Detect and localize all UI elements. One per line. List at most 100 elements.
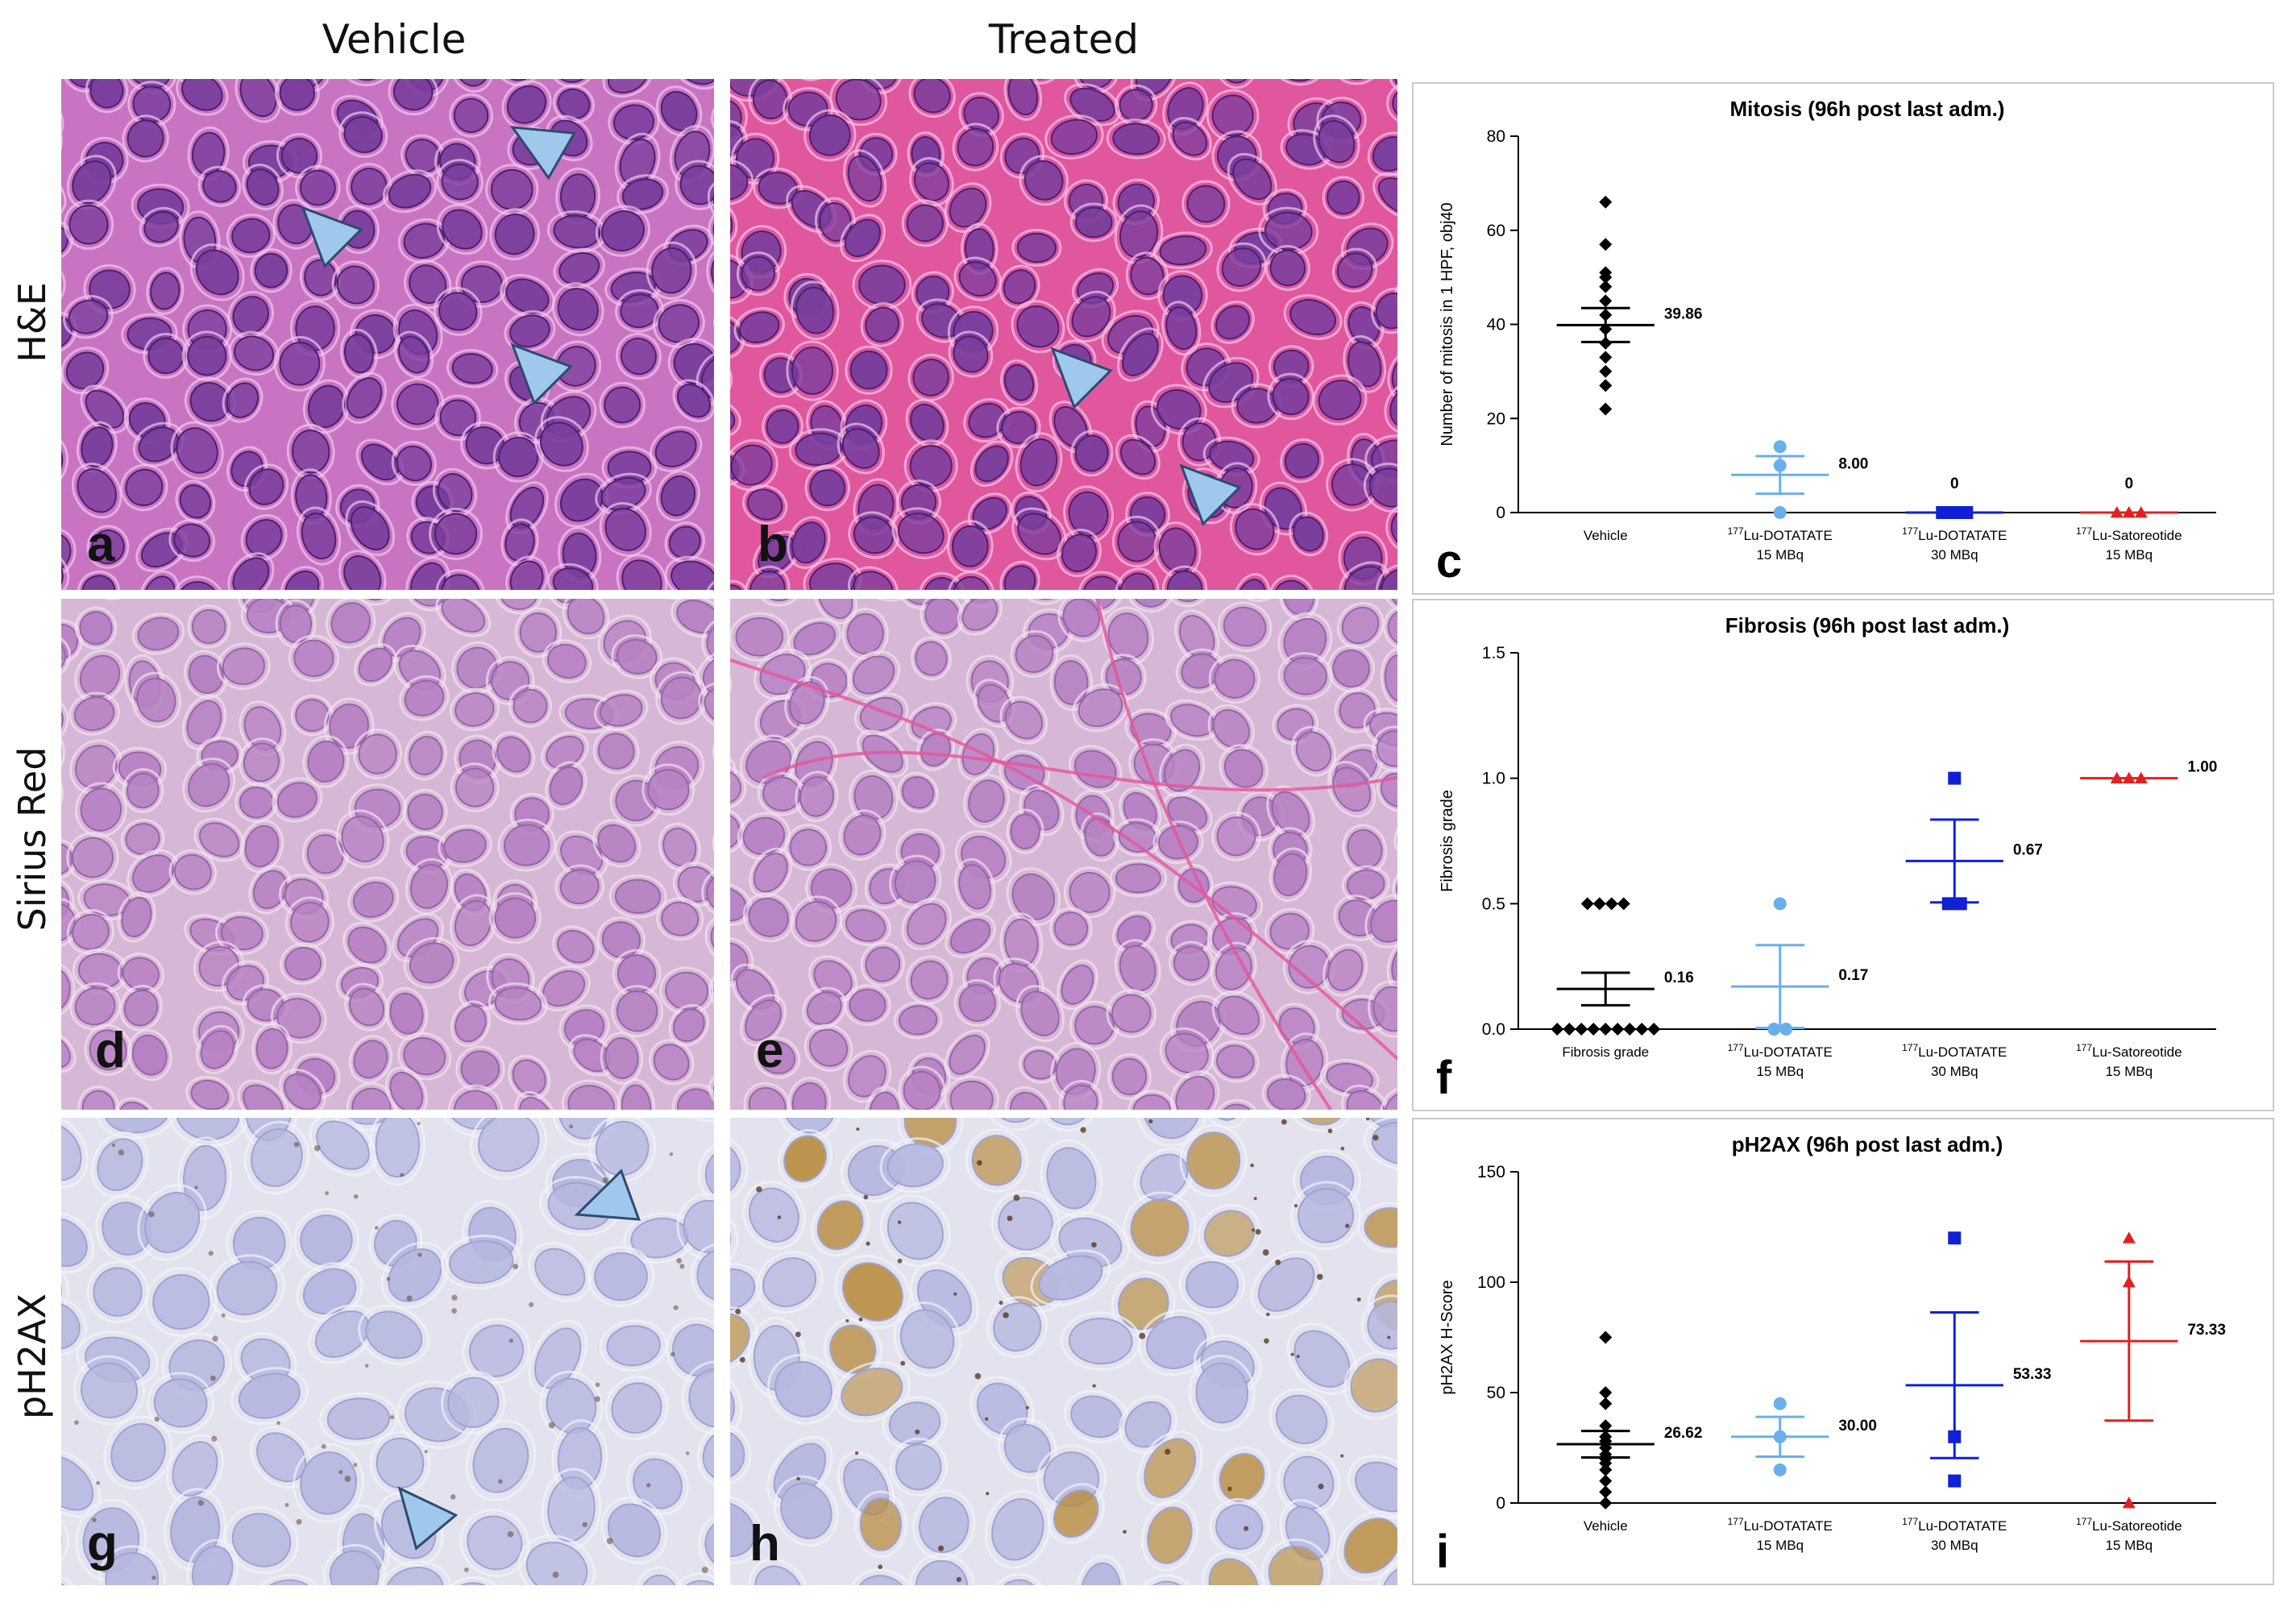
mean-value-label: 0.67 <box>2013 841 2043 858</box>
micrograph-he-treated <box>730 79 1397 590</box>
x-tick-label: Vehicle <box>1584 1518 1628 1534</box>
y-axis-label: Fibrosis grade <box>1439 790 1456 892</box>
row-header-ph2ax: pH2AX <box>10 1293 54 1420</box>
series-group: 39.86 <box>1556 195 1703 416</box>
mean-value-label: 53.33 <box>2013 1366 2052 1383</box>
data-point <box>1599 1397 1613 1410</box>
panel-letter-d: d <box>95 1023 126 1078</box>
x-tick-label-line2: 15 MBq <box>2105 547 2153 563</box>
arrowhead-marker <box>574 1169 641 1221</box>
mean-value-label: 0 <box>2124 475 2133 492</box>
data-point <box>1580 897 1594 911</box>
x-tick-label-line2: 30 MBq <box>1931 1064 1978 1079</box>
series-group: 8.00 <box>1731 440 1868 519</box>
series-group: 0 <box>1905 475 2003 519</box>
x-tick-label: 177Lu-Satoreotide <box>2076 1516 2182 1534</box>
x-tick-label-line2: 30 MBq <box>1931 1538 1978 1553</box>
mean-value-label: 0.17 <box>1838 967 1868 984</box>
series-group: 0.17 <box>1731 897 1868 1036</box>
mean-value-label: 0 <box>1950 475 1959 492</box>
x-tick-label: 177Lu-DOTATATE <box>1728 525 1833 543</box>
series-group: 73.33 <box>2080 1231 2226 1509</box>
x-tick-label-line2: 15 MBq <box>2105 1538 2153 1553</box>
data-point <box>1773 897 1787 911</box>
x-tick-label: 177Lu-DOTATATE <box>1902 1516 2007 1534</box>
data-point <box>2122 1497 2136 1509</box>
micrograph-sirius-vehicle <box>61 599 714 1110</box>
y-tick-label: 0 <box>1496 504 1505 522</box>
data-point <box>1599 238 1613 251</box>
data-point <box>1779 1023 1793 1036</box>
data-point <box>1647 1023 1661 1036</box>
data-point <box>1599 364 1613 378</box>
y-tick-label: 40 <box>1487 316 1505 334</box>
micrograph-he-vehicle <box>61 79 714 590</box>
x-tick-label-line2: 30 MBq <box>1931 547 1978 563</box>
data-point <box>1953 897 1967 911</box>
data-point <box>1599 1474 1613 1488</box>
row-header-he: H&E <box>10 282 54 363</box>
y-tick-label: 150 <box>1477 1163 1505 1181</box>
x-tick-label-line2: 15 MBq <box>2105 1064 2153 1079</box>
chart-fibrosis: Fibrosis (96h post last adm.) Fibrosis gr… <box>1412 599 2274 1111</box>
x-tick-label: Fibrosis grade <box>1562 1044 1649 1060</box>
data-point <box>2122 1231 2136 1244</box>
mean-value-label: 73.33 <box>2187 1322 2226 1339</box>
mean-value-label: 39.86 <box>1664 305 1703 322</box>
x-tick-label: Vehicle <box>1584 528 1628 543</box>
data-point <box>1599 1386 1613 1399</box>
panel-letter: c <box>1436 535 1462 588</box>
series-group: 0.67 <box>1905 771 2043 911</box>
panel-letter-h: h <box>749 1516 780 1572</box>
x-tick-label-line2: 15 MBq <box>1756 1064 1804 1079</box>
data-point <box>1599 1463 1613 1476</box>
data-point <box>1623 1023 1637 1036</box>
data-point <box>1948 771 1962 785</box>
y-tick-label: 50 <box>1487 1384 1505 1402</box>
x-tick-label: 177Lu-Satoreotide <box>2076 525 2182 543</box>
mean-value-label: 0.16 <box>1664 970 1694 986</box>
arrowhead-marker <box>1050 347 1113 409</box>
y-tick-label: 1.0 <box>1482 770 1505 788</box>
micrograph-sirius-treated <box>730 599 1397 1110</box>
data-point <box>1599 1023 1613 1036</box>
arrowhead-marker <box>1179 463 1242 526</box>
mean-value-label: 8.00 <box>1838 455 1868 472</box>
x-tick-label: 177Lu-DOTATATE <box>1728 1516 1833 1534</box>
chart-mitosis: Mitosis (96h post last adm.) Number of mi… <box>1412 82 2274 595</box>
panel-letter-b: b <box>758 517 788 572</box>
data-point <box>1773 440 1787 454</box>
y-tick-label: 0.0 <box>1482 1020 1505 1039</box>
data-point <box>1599 336 1613 350</box>
x-tick-label-line2: 15 MBq <box>1756 547 1804 563</box>
x-tick-label: 177Lu-DOTATATE <box>1902 1042 2007 1060</box>
data-point <box>1773 506 1787 519</box>
data-point <box>1599 1419 1613 1433</box>
y-tick-label: 20 <box>1487 409 1505 428</box>
data-point <box>1587 1023 1601 1036</box>
series-group: 0.16 <box>1551 897 1694 1036</box>
micrograph-ph2ax-vehicle <box>61 1118 714 1585</box>
y-tick-label: 80 <box>1487 127 1505 146</box>
data-point <box>1599 351 1613 364</box>
data-point <box>1599 294 1613 308</box>
data-point <box>1599 1485 1613 1499</box>
data-point <box>1575 1023 1588 1036</box>
panel-letter-e: e <box>756 1023 784 1078</box>
micrograph-ph2ax-treated <box>730 1118 1397 1585</box>
chart-title: Mitosis (96h post last adm.) <box>1730 97 2005 121</box>
data-point <box>1599 1331 1613 1344</box>
y-tick-label: 60 <box>1487 222 1505 240</box>
data-point <box>1599 195 1613 209</box>
y-axis-label: pH2AX H-Score <box>1439 1280 1456 1394</box>
data-point <box>1948 1231 1962 1245</box>
data-point <box>1599 1497 1613 1509</box>
data-point <box>1773 1397 1787 1410</box>
chart-ph2ax: pH2AX (96h post last adm.) pH2AX H-Score 0… <box>1412 1118 2274 1585</box>
panel-letter: i <box>1436 1526 1449 1578</box>
data-point <box>1599 402 1613 416</box>
data-point <box>1617 897 1630 911</box>
arrowhead-marker <box>301 206 363 268</box>
mean-value-label: 26.62 <box>1664 1425 1703 1442</box>
data-point <box>1941 897 1955 911</box>
